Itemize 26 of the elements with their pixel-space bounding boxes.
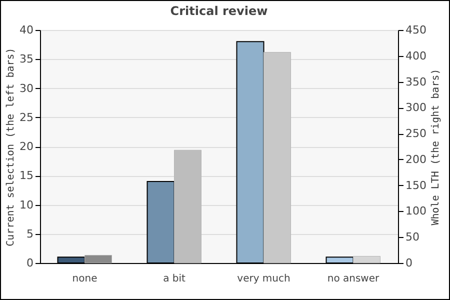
y2-tick-label: 450 <box>406 24 426 36</box>
y2-tick-label: 350 <box>406 75 426 88</box>
x-tick-label: none <box>72 274 98 284</box>
y-tick-label: 20 <box>20 140 34 153</box>
y-tick-label: 0 <box>26 256 34 270</box>
y2-tick-label: 50 <box>406 230 420 244</box>
y2-tick-label: 400 <box>406 49 426 62</box>
y-tick-label: 40 <box>20 24 34 36</box>
x-tick-label: no answer <box>327 274 380 284</box>
y2-tick-label: 200 <box>406 152 426 166</box>
y-tick-label: 5 <box>26 227 34 240</box>
y2-axis-title: Whole LTH (the right bars) <box>430 68 442 226</box>
y-tick-label: 25 <box>20 110 34 124</box>
x-tick-label: a bit <box>163 274 186 284</box>
y2-tick-label: 100 <box>406 204 426 218</box>
y-tick-label: 10 <box>20 198 34 212</box>
x-tick-label: very much <box>237 274 290 284</box>
y2-tick-label: 300 <box>406 101 426 114</box>
y2-tick-label: 150 <box>406 178 426 192</box>
y-tick-label: 30 <box>20 82 34 95</box>
y2-tick-label: 0 <box>406 256 412 270</box>
y2-tick-label: 250 <box>406 127 426 140</box>
y-tick-label: 15 <box>20 169 34 182</box>
y-axis-title: Current selection (the left bars) <box>6 48 17 246</box>
y-tick-label: 35 <box>20 52 34 66</box>
chart-title: Critical review <box>170 4 268 18</box>
